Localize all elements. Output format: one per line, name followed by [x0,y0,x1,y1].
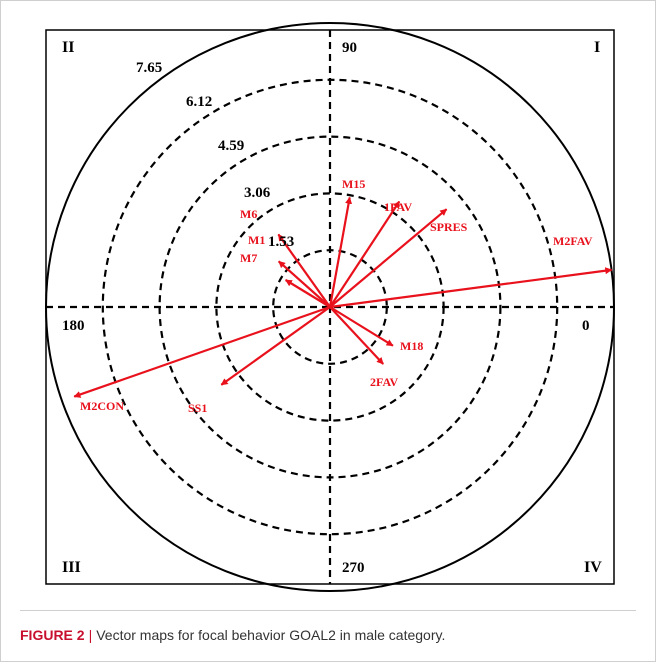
figure-caption: FIGURE 2 | Vector maps for focal behavior … [20,627,640,643]
vector-label-m6: M6 [240,207,257,221]
vector-1fav [329,200,401,308]
quadrant-label-I: I [594,39,600,56]
vector-label-spres: SPRES [430,220,468,234]
vector-label-m1: M1 [248,233,265,247]
vector-label-ss1: SS1 [188,401,207,415]
vector-layer [73,196,613,398]
vector-2fav [329,306,385,365]
angle-label-0: 0 [582,318,590,334]
caption-label: FIGURE 2 [20,627,85,643]
vector-ss1 [220,306,331,386]
vector-m1 [277,260,331,308]
vector-m2con [73,305,331,398]
vector-label-m2fav: M2FAV [553,234,593,248]
caption-separator-line [20,610,636,611]
caption-text: Vector maps for focal behavior GOAL2 in … [96,627,446,643]
ring-label-2: 6.12 [186,94,212,110]
angle-label-270: 270 [342,560,365,576]
caption-separator: | [88,627,93,643]
quadrant-label-III: III [62,559,81,576]
vector-label-m18: M18 [400,339,423,353]
ring-label-3: 4.59 [218,138,244,154]
quadrant-label-IV: IV [584,559,602,576]
ring-label-4: 3.06 [244,185,271,201]
ring-label-1: 7.65 [136,60,162,76]
angle-label-180: 180 [62,318,85,334]
vector-label-m15: M15 [342,177,365,191]
ring-label-5: 1.53 [268,234,294,250]
grid-layer [45,22,615,592]
vector-spres [329,208,448,308]
vector-m7 [285,279,331,308]
quadrant-label-II: II [62,39,74,56]
vector-m2fav [329,267,613,309]
vector-m15 [328,196,353,308]
vector-label-m7: M7 [240,251,257,265]
vector-m18 [329,306,394,347]
vector-label-m2con: M2CON [80,399,124,413]
vector-m6 [277,233,331,308]
vector-label-2fav: 2FAV [370,375,399,389]
angle-label-90: 90 [342,40,357,56]
vector-label-1fav: 1FAV [384,200,413,214]
